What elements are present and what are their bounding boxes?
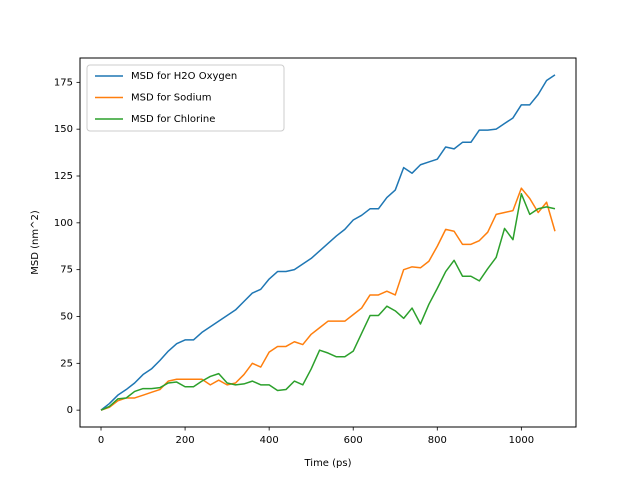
y-axis-label: MSD (nm^2) [30,210,41,275]
x-axis-label: Time (ps) [303,458,351,469]
legend-label: MSD for Sodium [131,93,211,104]
series-line-1 [100,74,556,411]
y-tick-label: 100 [54,218,73,229]
y-axis-ticks: 0 25 50 75 100 125 150 175 [54,77,80,416]
y-tick-label: 125 [54,171,73,182]
x-tick-label: 400 [260,435,279,446]
y-tick-label: 0 [67,405,73,416]
legend-label: MSD for H2O Oxygen [131,71,237,82]
legend-label: MSD for Chlorine [131,114,215,125]
y-tick-label: 25 [60,358,73,369]
x-tick-label: 0 [98,435,104,446]
legend-box [86,64,285,132]
x-tick-label: 800 [428,435,447,446]
y-tick-label: 75 [60,265,73,276]
x-tick-label: 1000 [509,435,534,446]
y-tick-label: 175 [54,77,73,88]
x-tick-label: 600 [344,435,363,446]
x-tick-label: 200 [176,435,195,446]
y-tick-label: 50 [60,311,73,322]
series-line-2 [100,187,556,411]
axes-frame [79,57,577,428]
legend: MSD for H2O Oxygen MSD for Sodium MSD for … [86,64,285,132]
y-tick-label: 150 [54,124,73,135]
plot-area [100,74,556,411]
series-line-3 [100,193,556,411]
x-axis-ticks: 0 200 400 600 800 1000 [98,427,534,446]
